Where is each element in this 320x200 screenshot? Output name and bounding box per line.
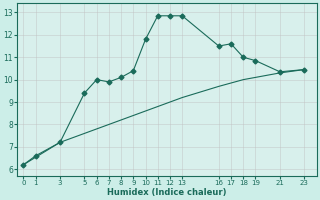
X-axis label: Humidex (Indice chaleur): Humidex (Indice chaleur) <box>107 188 227 197</box>
